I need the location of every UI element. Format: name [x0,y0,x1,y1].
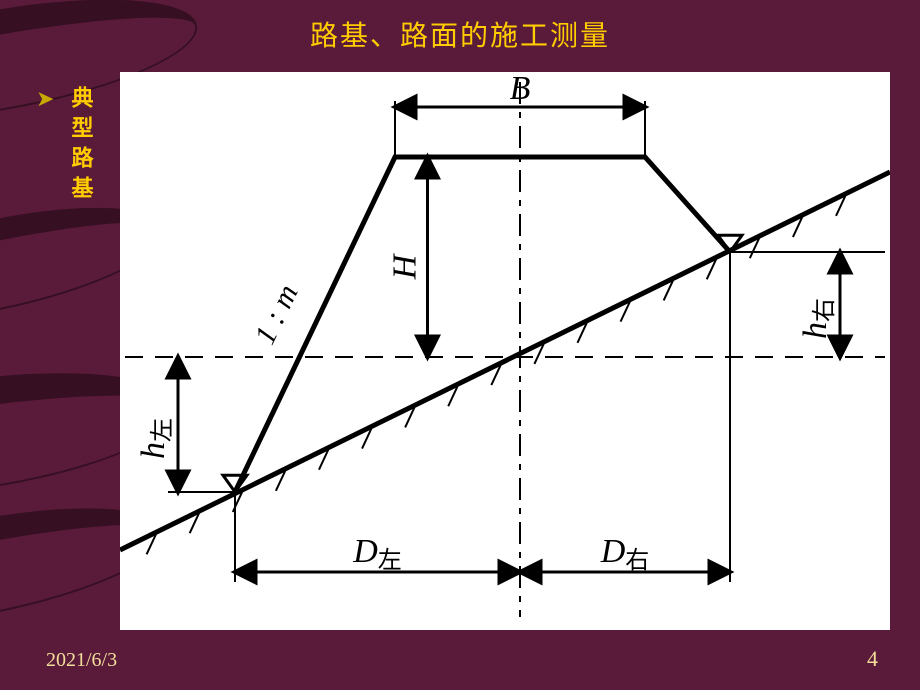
bullet-item: ➤ 典型路基 [36,86,96,206]
footer-page-number: 4 [867,646,878,672]
footer-date: 2021/6/3 [46,649,117,672]
svg-text:D左: D左 [352,533,402,574]
bullet-label: 典型路基 [64,86,96,206]
bullet-arrow-icon: ➤ [36,88,54,110]
svg-text:h右: h右 [797,298,838,339]
svg-text:D右: D右 [600,533,650,574]
svg-text:h左: h左 [135,418,176,459]
svg-text:1 : m: 1 : m [248,279,304,349]
diagram-container: B H 1 : m h左 h右 D左 D右 [120,72,890,630]
cross-section-diagram: B H 1 : m h左 h右 D左 D右 [120,72,890,630]
svg-text:H: H [387,252,424,280]
svg-text:B: B [510,72,531,107]
slide-title: 路基、路面的施工测量 [0,14,920,54]
